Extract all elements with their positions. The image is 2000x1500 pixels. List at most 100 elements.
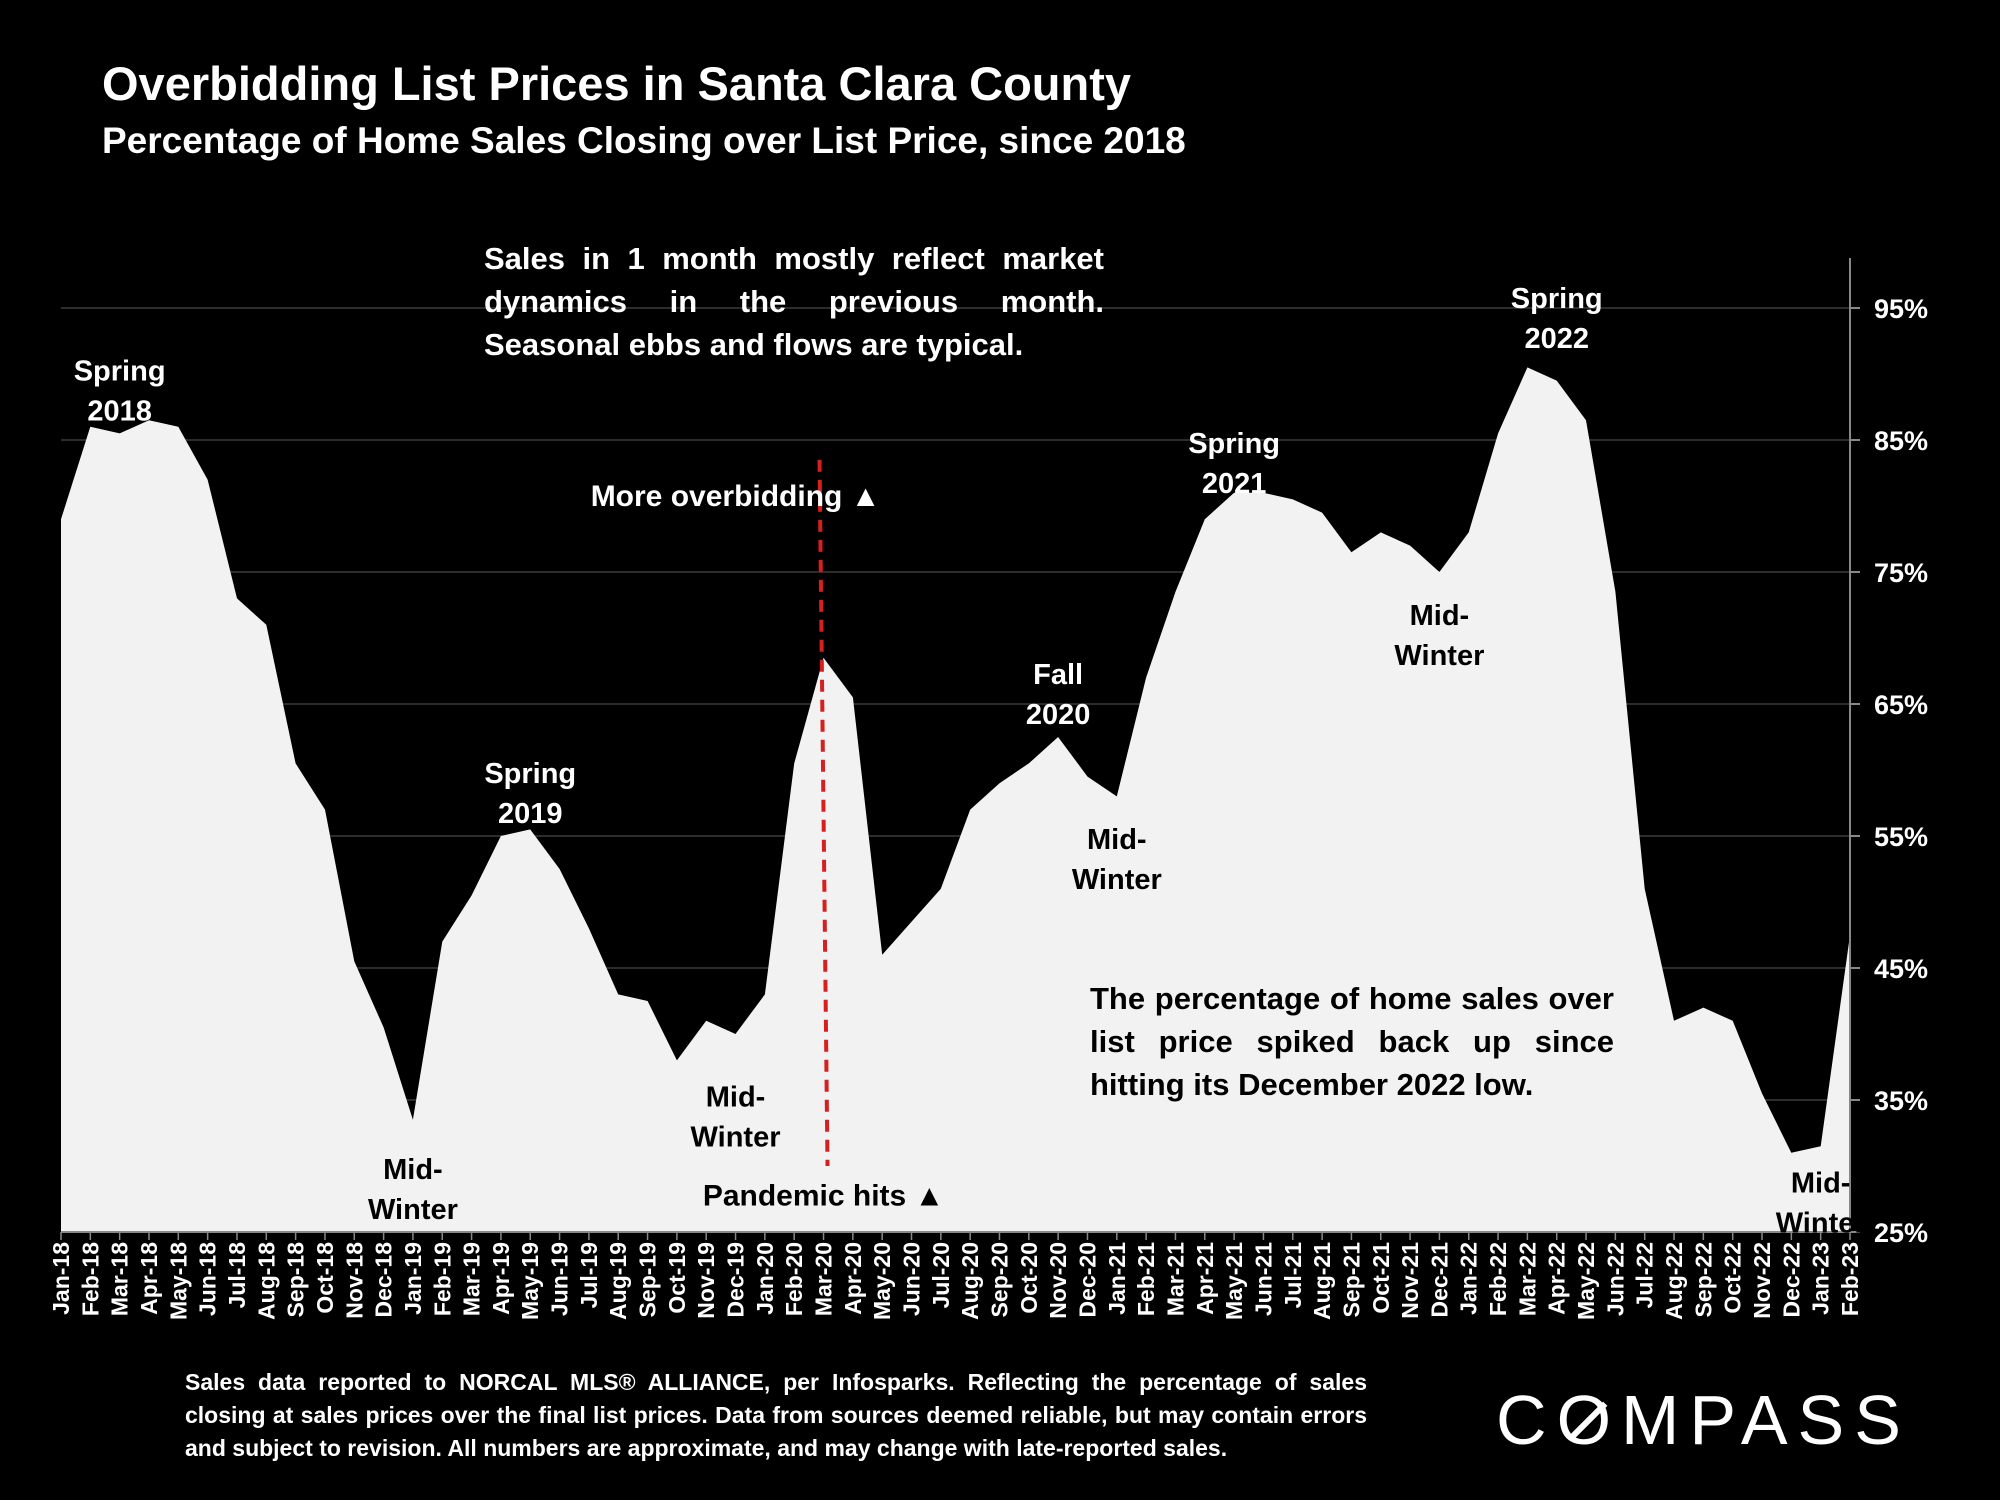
season-annotation: Spring 2019 [484,758,576,830]
x-tick-label: Dec-20 [1074,1242,1100,1317]
x-tick-label: Aug-21 [1309,1242,1335,1320]
x-tick-label: Aug-19 [605,1242,631,1320]
x-tick-label: Dec-18 [371,1242,397,1318]
x-tick-label: Oct-20 [1016,1242,1042,1314]
season-annotation-line: Mid- [706,1082,766,1114]
season-annotation: Mid- Winter [1394,600,1484,672]
series-area [61,367,1850,1232]
x-tick-label: Jan-20 [752,1242,778,1315]
x-tick-label: Mar-22 [1514,1242,1540,1316]
x-tick-label: May-19 [517,1242,543,1320]
season-annotation-line: Mid- [1087,824,1147,856]
y-tick-label: 45% [1874,954,1928,984]
season-annotation-line: Winter [691,1122,781,1154]
season-annotation-line: Spring [74,356,166,388]
x-tick-label: Apr-20 [840,1242,866,1315]
x-tick-label: Nov-18 [341,1242,367,1319]
x-tick-label: Aug-22 [1661,1242,1687,1320]
season-annotation-line: Mid- [1791,1167,1851,1199]
x-tick-label: Jan-19 [400,1242,426,1315]
season-annotation-line: Fall [1033,659,1083,691]
x-tick-label: Jun-21 [1250,1242,1276,1316]
x-tick-label: Sep-20 [986,1242,1012,1317]
x-tick-label: Nov-20 [1045,1242,1071,1319]
source-footnote: Sales data reported to NORCAL MLS® ALLIA… [185,1369,1367,1461]
x-tick-label: Jun-22 [1602,1242,1628,1316]
x-tick-label: Apr-22 [1544,1242,1570,1315]
lag-note: Sales in 1 month mostly reflect market d… [484,241,1104,362]
x-tick-label: Apr-21 [1192,1242,1218,1315]
x-tick-label: Jul-21 [1280,1242,1306,1309]
season-annotation-line: 2022 [1524,323,1589,355]
x-tick-label: Jul-20 [928,1242,954,1308]
x-tick-label: May-21 [1221,1242,1247,1320]
x-tick-label: Sep-22 [1690,1242,1716,1317]
y-tick-label: 55% [1874,822,1928,852]
page-subtitle: Percentage of Home Sales Closing over Li… [102,120,1186,161]
x-tick-label: Jan-21 [1104,1242,1130,1315]
annotation-line-layer [817,459,830,1167]
x-tick-label: Jul-18 [224,1242,250,1309]
area-layer [61,367,1850,1232]
season-annotation-line: Spring [1511,283,1603,315]
marker-annotation: More overbidding ▲ [591,480,881,513]
x-tick-label: Feb-18 [77,1242,103,1316]
season-annotation: Mid- Winter [691,1082,781,1154]
y-tick-label: 95% [1874,294,1928,324]
pandemic-dashed-line [817,459,830,1167]
x-tick-label: Sep-18 [283,1242,309,1318]
y-tick-label: 65% [1874,690,1928,720]
x-tick-label: Nov-22 [1749,1242,1775,1319]
x-tick-label: Dec-21 [1426,1242,1452,1318]
x-tick-label: Sep-21 [1338,1242,1364,1318]
y-tick-label: 85% [1874,426,1928,456]
x-tick-label: Mar-21 [1162,1242,1188,1316]
rebound-note: The percentage of home sales over list p… [1090,981,1614,1102]
page-title: Overbidding List Prices in Santa Clara C… [102,57,1131,110]
x-tick-label: Jul-22 [1632,1242,1658,1308]
x-tick-label: Feb-19 [429,1242,455,1316]
season-annotation: Spring 2022 [1511,283,1603,355]
x-tick-label: Feb-20 [781,1242,807,1316]
x-tick-label: Nov-19 [693,1242,719,1319]
x-tick-label: Jul-19 [576,1242,602,1308]
x-tick-label: Nov-21 [1397,1242,1423,1319]
marker-annotation: Pandemic hits ▲ [703,1180,944,1213]
x-tick-label: Mar-18 [107,1242,133,1316]
season-annotation-line: Winter [368,1194,458,1226]
x-tick-label: Mar-20 [811,1242,837,1316]
season-annotation: Fall 2020 [1026,659,1091,731]
season-annotation-line: Winter [1776,1207,1866,1239]
x-tick-label: Dec-19 [723,1242,749,1317]
x-tick-label: Feb-23 [1837,1242,1863,1316]
x-tick-label: Apr-19 [488,1242,514,1315]
x-tick-label: Aug-20 [957,1242,983,1320]
x-tick-label: Mar-19 [459,1242,485,1316]
season-annotation-line: 2020 [1026,699,1091,731]
x-tick-label: Jan-18 [48,1242,74,1315]
season-annotation-line: 2019 [498,798,563,830]
axis-layer: 25%35%45%55%65%75%85%95%Jan-18 Feb-18 Mar-… [48,258,1928,1320]
x-tick-label: Jun-18 [195,1242,221,1316]
x-tick-label: Sep-19 [635,1242,661,1317]
x-tick-label: Oct-19 [664,1242,690,1314]
annotation-label-layer: Spring 2018 Mid- Winter Spring 2019 Mid- Winter… [74,283,1866,1239]
x-tick-label: May-18 [165,1242,191,1320]
season-annotation-line: Mid- [1410,600,1470,632]
x-tick-label: Jun-20 [899,1242,925,1316]
x-tick-label: Oct-22 [1720,1242,1746,1314]
compass-logo: COMPASS [1496,1381,1911,1459]
season-annotation-line: Winter [1072,864,1162,896]
y-tick-label: 75% [1874,558,1928,588]
season-annotation-line: 2021 [1202,468,1267,500]
x-tick-label: Feb-21 [1133,1242,1159,1316]
season-annotation: Spring 2021 [1188,428,1280,500]
season-annotation: Mid- Winter [368,1154,458,1226]
x-tick-label: Jun-19 [547,1242,573,1316]
x-tick-label: Feb-22 [1485,1242,1511,1316]
x-tick-label: Jan-22 [1456,1242,1482,1315]
season-annotation: Mid- Winter [1776,1167,1866,1239]
x-tick-label: Jan-23 [1808,1242,1834,1315]
y-tick-label: 25% [1874,1218,1928,1248]
